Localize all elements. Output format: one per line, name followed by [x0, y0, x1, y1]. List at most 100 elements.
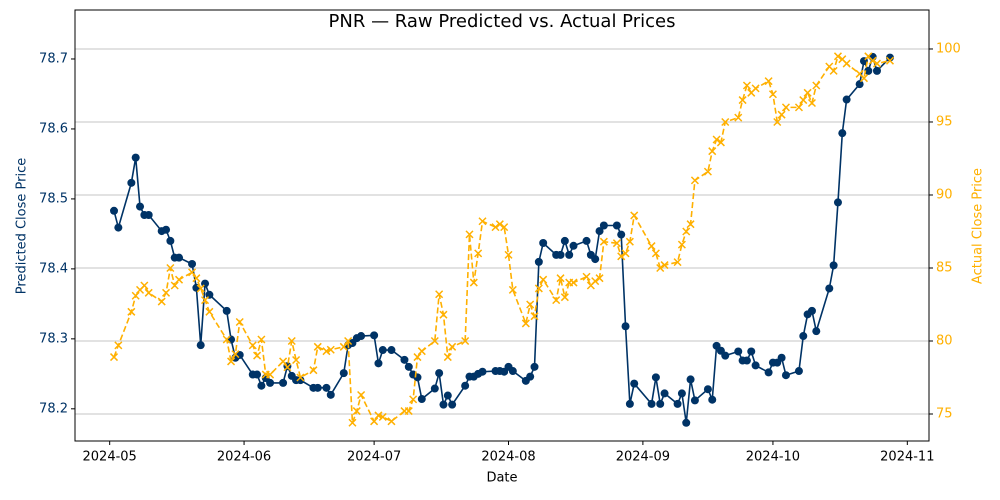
- point-marker: [673, 399, 682, 408]
- x-tick-label: 2024-08: [481, 450, 535, 465]
- point-marker: [478, 217, 487, 226]
- point-marker: [430, 384, 439, 393]
- point-marker: [430, 336, 439, 346]
- point-marker: [227, 357, 236, 366]
- point-marker: [885, 56, 895, 65]
- point-marker: [292, 355, 301, 364]
- point-marker: [530, 362, 539, 371]
- point-marker: [370, 417, 379, 426]
- point-marker: [859, 74, 869, 83]
- point-marker: [582, 236, 591, 245]
- point-marker: [825, 284, 834, 293]
- y2-tick-label: 75: [936, 406, 953, 421]
- point-marker: [569, 278, 578, 287]
- point-marker: [374, 411, 383, 420]
- point-marker: [591, 255, 600, 264]
- point-marker: [500, 223, 509, 232]
- point-marker: [257, 381, 266, 390]
- point-marker: [842, 95, 851, 104]
- point-marker: [322, 383, 331, 392]
- point-marker: [682, 418, 691, 427]
- point-marker: [534, 257, 543, 266]
- point-marker: [764, 368, 773, 377]
- point-marker: [357, 390, 366, 400]
- point-marker: [677, 389, 686, 398]
- point-marker: [188, 268, 197, 277]
- point-marker: [625, 399, 634, 408]
- point-marker: [751, 361, 760, 370]
- point-marker: [127, 307, 136, 316]
- point-marker: [131, 291, 140, 300]
- point-marker: [673, 258, 682, 267]
- series-line: [113, 54, 891, 424]
- point-marker: [773, 117, 782, 127]
- point-marker: [109, 353, 119, 362]
- point-marker: [742, 356, 751, 365]
- x-tick-label: 2024-10: [746, 450, 800, 465]
- point-marker: [461, 336, 470, 346]
- point-marker: [855, 80, 864, 89]
- point-marker: [807, 98, 816, 108]
- point-marker: [495, 220, 504, 229]
- x-axis-label: Date: [486, 471, 517, 486]
- point-marker: [686, 220, 695, 229]
- point-marker: [651, 373, 660, 382]
- point-marker: [166, 236, 175, 245]
- point-marker: [582, 272, 591, 281]
- point-marker: [131, 153, 140, 162]
- point-marker: [656, 399, 665, 408]
- point-marker: [374, 359, 383, 368]
- point-marker: [279, 357, 288, 366]
- point-marker: [569, 241, 578, 250]
- point-marker: [253, 351, 262, 360]
- point-marker: [287, 336, 296, 346]
- point-marker: [599, 237, 608, 246]
- x-tick-label: 2024-07: [347, 450, 401, 465]
- point-marker: [175, 275, 184, 284]
- point-marker: [404, 362, 413, 371]
- point-marker: [227, 335, 236, 344]
- point-marker: [872, 59, 882, 68]
- point-marker: [521, 319, 530, 328]
- x-tick-label: 2024-11: [880, 450, 934, 465]
- point-marker: [612, 239, 621, 248]
- point-marker: [248, 341, 257, 350]
- point-marker: [625, 237, 634, 246]
- point-marker: [279, 378, 288, 387]
- y-axis-label: Predicted Close Price: [15, 158, 30, 294]
- point-marker: [283, 363, 292, 372]
- point-marker: [435, 369, 444, 378]
- point-marker: [621, 249, 630, 258]
- point-marker: [712, 135, 721, 144]
- y2-tick-label: 80: [936, 333, 953, 348]
- point-marker: [703, 385, 712, 394]
- y2-tick-label: 95: [936, 114, 953, 129]
- point-marker: [656, 263, 665, 273]
- point-marker: [738, 96, 747, 105]
- x-tick-label: 2024-09: [616, 450, 670, 465]
- point-marker: [110, 206, 119, 215]
- point-marker: [175, 253, 184, 262]
- point-marker: [777, 110, 786, 119]
- y-tick-label: 78.6: [39, 121, 68, 136]
- point-marker: [677, 240, 686, 249]
- point-marker: [686, 375, 695, 384]
- point-marker: [617, 252, 626, 261]
- point-marker: [136, 202, 145, 211]
- point-marker: [591, 277, 600, 286]
- point-marker: [339, 369, 348, 378]
- point-marker: [417, 395, 426, 404]
- point-marker: [734, 113, 743, 122]
- point-marker: [742, 81, 751, 90]
- point-marker: [435, 290, 444, 299]
- point-marker: [491, 223, 500, 232]
- point-marker: [751, 84, 760, 93]
- point-marker: [526, 300, 535, 309]
- point-marker: [803, 88, 812, 97]
- point-marker: [469, 278, 478, 287]
- point-marker: [196, 284, 205, 293]
- point-marker: [508, 285, 517, 294]
- point-marker: [461, 381, 470, 390]
- point-marker: [781, 103, 790, 112]
